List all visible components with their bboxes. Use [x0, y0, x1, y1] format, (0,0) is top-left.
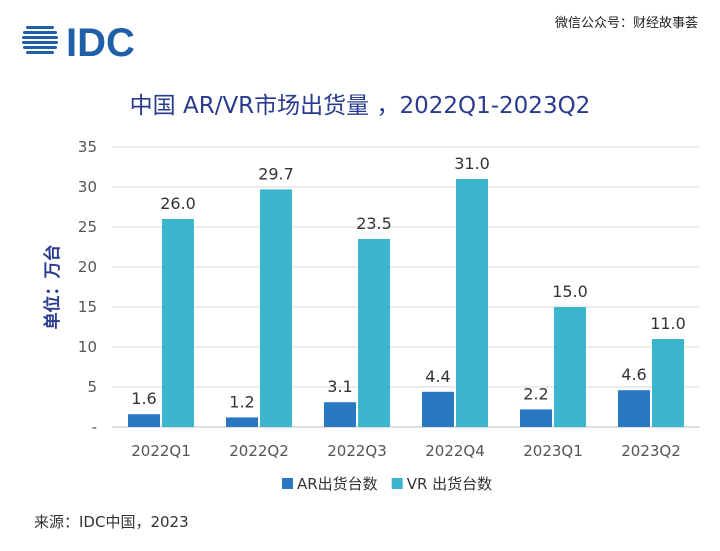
x-tick-label: 2022Q4 [425, 442, 485, 460]
vr-data-label: 31.0 [454, 154, 490, 173]
vr-bar [162, 219, 194, 427]
source-note: 来源：IDC中国，2023 [34, 513, 189, 531]
ar-bar [128, 414, 160, 427]
y-tick-label: 20 [78, 258, 97, 276]
ar-data-label: 4.6 [621, 365, 646, 384]
vr-bar [456, 179, 488, 427]
y-tick-label: 35 [78, 138, 97, 156]
y-axis-label: 单位：万台 [42, 245, 63, 330]
logo-text: IDC [66, 21, 135, 65]
x-tick-label: 2022Q3 [327, 442, 387, 460]
ar-data-label: 2.2 [523, 384, 548, 403]
watermark: 微信公众号：财经故事荟 [554, 16, 698, 31]
vr-bar [358, 239, 390, 427]
ar-bar [226, 417, 258, 427]
ar-data-label: 4.4 [425, 367, 450, 386]
vr-bar [652, 339, 684, 427]
y-tick-label: 5 [87, 378, 97, 396]
legend-label: AR出货台数 [297, 475, 378, 493]
y-tick-label: 25 [78, 218, 97, 236]
ar-bar [618, 390, 650, 427]
vr-bar [260, 189, 292, 427]
legend-swatch [282, 478, 293, 489]
ar-bar [422, 391, 454, 427]
vr-data-label: 26.0 [160, 194, 196, 213]
idc-logo: IDC [22, 21, 135, 65]
y-tick-label: 30 [78, 178, 97, 196]
x-tick-label: 2022Q1 [131, 442, 191, 460]
y-tick-label: 10 [78, 338, 97, 356]
vr-data-label: 23.5 [356, 214, 392, 233]
legend-label: VR 出货台数 [407, 475, 492, 493]
y-tick-label: 15 [78, 298, 97, 316]
x-tick-label: 2022Q2 [229, 442, 289, 460]
ar-bar [324, 402, 356, 427]
x-tick-label: 2023Q1 [523, 442, 583, 460]
chart-title: 中国 AR/VR市场出货量 ，2022Q1-2023Q2 [130, 93, 591, 119]
ar-data-label: 1.2 [229, 392, 254, 411]
legend-swatch [391, 478, 403, 489]
globe-icon [22, 26, 58, 54]
vr-data-label: 11.0 [650, 314, 686, 333]
vr-data-label: 15.0 [552, 282, 588, 301]
vr-data-label: 29.7 [258, 164, 294, 183]
ar-bar [520, 409, 552, 427]
ar-data-label: 1.6 [131, 389, 156, 408]
x-tick-label: 2023Q2 [621, 442, 681, 460]
vr-bar [554, 307, 586, 427]
y-tick-label: - [92, 418, 97, 436]
ar-data-label: 3.1 [327, 377, 352, 396]
